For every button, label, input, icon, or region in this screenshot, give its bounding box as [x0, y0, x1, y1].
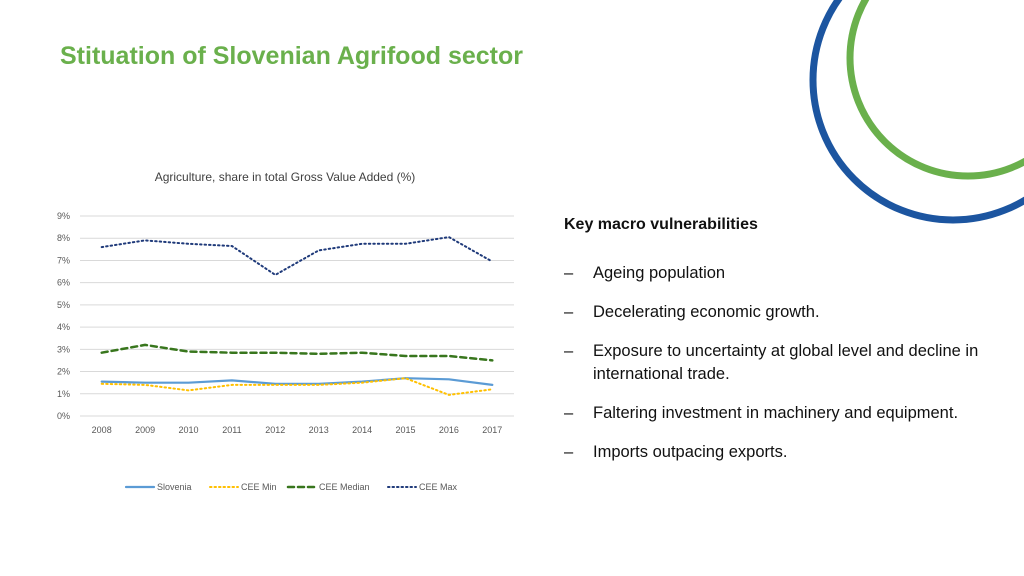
list-item-text: Imports outpacing exports.	[593, 443, 788, 461]
series-line-cee-min	[100, 377, 494, 396]
y-tick-label: 7%	[57, 255, 70, 265]
dash-bullet: –	[564, 443, 574, 461]
x-tick-label: 2017	[482, 425, 502, 435]
y-axis-ticks: 0% 1% 2% 3% 4% 5% 6% 7% 8% 9%	[57, 211, 70, 421]
x-tick-label: 2016	[439, 425, 459, 435]
x-tick-label: 2014	[352, 425, 372, 435]
series-lines	[100, 236, 494, 396]
green-arc	[846, 0, 1024, 180]
dash-bullet: –	[564, 342, 574, 360]
y-tick-label: 4%	[57, 322, 70, 332]
y-tick-label: 8%	[57, 233, 70, 243]
panel-heading: Key macro vulnerabilities	[564, 216, 758, 233]
y-tick-label: 0%	[57, 411, 70, 421]
list-item: – Decelerating economic growth.	[564, 301, 1014, 324]
vulnerability-list: – Ageing population – Decelerating economi…	[564, 262, 1014, 464]
list-item-text: Decelerating economic growth.	[593, 303, 820, 321]
blue-arc	[809, 0, 1024, 224]
chart-title: Agriculture, share in total Gross Value …	[154, 170, 416, 184]
series-line-cee-median	[100, 343, 494, 362]
list-item-text: Ageing population	[593, 264, 726, 282]
legend-label-cee-max: CEE Max	[419, 482, 458, 492]
list-item: – Ageing population	[564, 262, 1014, 285]
slide-title: Stituation of Slovenian Agrifood sector	[60, 42, 523, 70]
list-item-text: Exposure to uncertainty at global level …	[593, 342, 979, 383]
series-line-cee-max	[100, 236, 494, 276]
chart-legend: Slovenia CEE Min CEE Median CEE Max	[124, 482, 458, 492]
dash-bullet: –	[564, 404, 574, 422]
x-tick-label: 2013	[309, 425, 329, 435]
y-tick-label: 9%	[57, 211, 70, 221]
legend-label-cee-min: CEE Min	[241, 482, 277, 492]
vulnerabilities-panel: Key macro vulnerabilities – Ageing popula…	[564, 216, 1014, 480]
x-tick-label: 2008	[92, 425, 112, 435]
series-line-slovenia	[100, 377, 494, 386]
list-item: – Exposure to uncertainty at global level…	[564, 340, 1014, 386]
x-tick-label: 2012	[265, 425, 285, 435]
legend-label-cee-median: CEE Median	[319, 482, 370, 492]
x-tick-label: 2015	[395, 425, 415, 435]
x-tick-label: 2009	[135, 425, 155, 435]
y-tick-label: 5%	[57, 300, 70, 310]
chart-grid	[80, 215, 514, 417]
dash-bullet: –	[564, 303, 574, 321]
y-tick-label: 1%	[57, 389, 70, 399]
y-tick-label: 2%	[57, 367, 70, 377]
legend-label-slovenia: Slovenia	[157, 482, 192, 492]
x-tick-label: 2010	[178, 425, 198, 435]
y-tick-label: 3%	[57, 344, 70, 354]
list-item: – Faltering investment in machinery and e…	[564, 402, 1014, 425]
list-item-text: Faltering investment in machinery and eq…	[593, 404, 959, 422]
list-item: – Imports outpacing exports.	[564, 441, 1014, 464]
dash-bullet: –	[564, 264, 574, 282]
x-tick-label: 2011	[222, 425, 241, 435]
x-axis-ticks: 2008 2009 2010 2011 2012 2013 2014 2015 2016 2017	[92, 425, 503, 435]
y-tick-label: 6%	[57, 278, 70, 288]
